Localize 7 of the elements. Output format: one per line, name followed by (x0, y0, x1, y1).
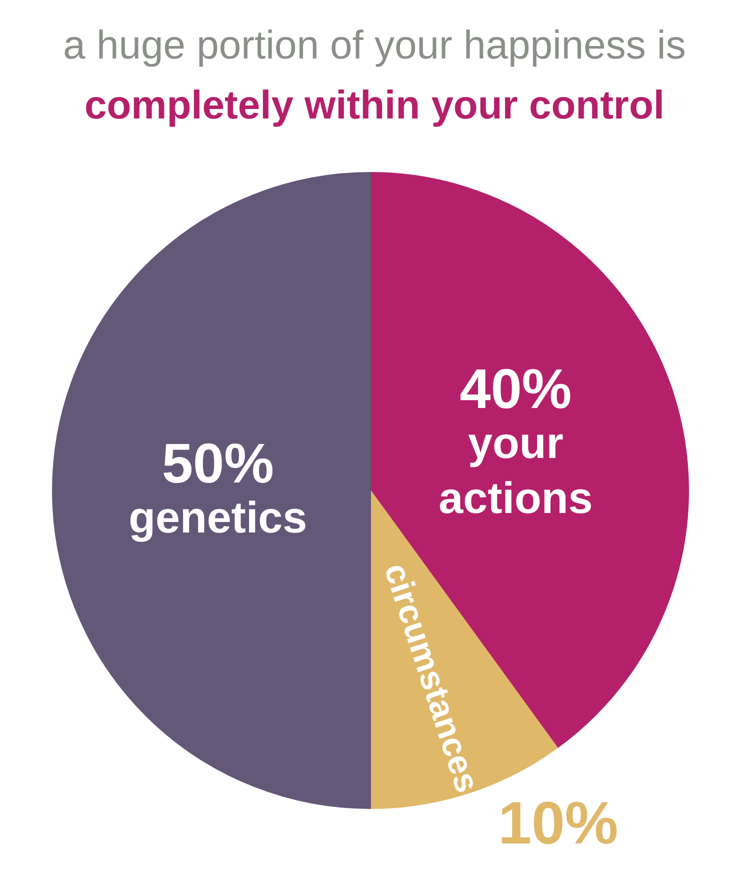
data-label: 10% (498, 789, 618, 856)
chart-title: a huge portion of your happiness is (63, 24, 686, 68)
slice-label: genetics (128, 494, 308, 542)
slice-label: your actions (438, 418, 593, 523)
data-label: 50% (162, 432, 274, 494)
data-label: 40% (460, 356, 572, 420)
chart-subtitle: completely within your control (84, 84, 665, 128)
